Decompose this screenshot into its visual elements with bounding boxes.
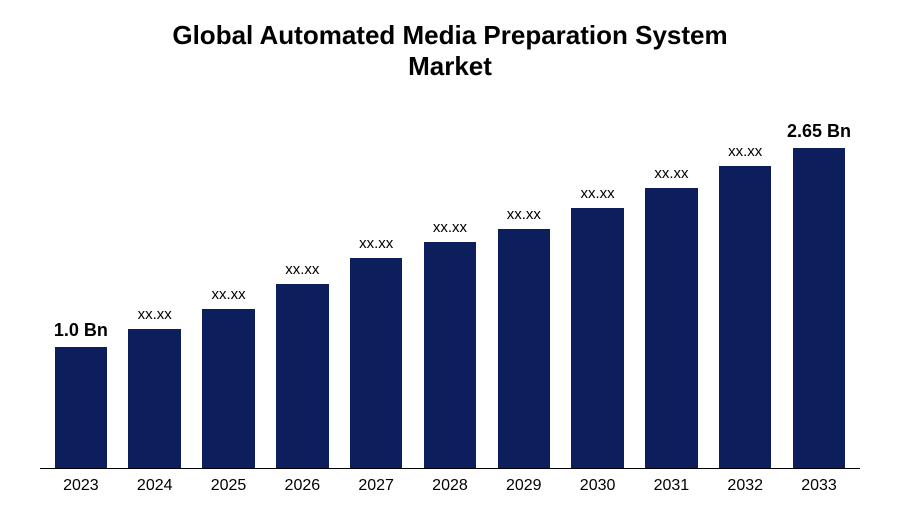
bar-group: xx.xx bbox=[345, 112, 407, 468]
bar-value-label: 2.65 Bn bbox=[787, 121, 851, 142]
title-line-1: Global Automated Media Preparation Syste… bbox=[40, 20, 860, 51]
bar-group: xx.xx bbox=[493, 112, 555, 468]
bar-group: xx.xx bbox=[714, 112, 776, 468]
x-axis-label: 2025 bbox=[198, 477, 260, 495]
x-axis-label: 2033 bbox=[788, 477, 850, 495]
bar-value-label: xx.xx bbox=[728, 143, 762, 160]
bar-group: xx.xx bbox=[419, 112, 481, 468]
bar-value-label: xx.xx bbox=[211, 286, 245, 303]
bar-group: xx.xx bbox=[641, 112, 703, 468]
bar bbox=[424, 242, 477, 468]
bar-group: xx.xx bbox=[567, 112, 629, 468]
bar bbox=[202, 309, 255, 468]
bar bbox=[498, 229, 551, 468]
bar-group: 2.65 Bn bbox=[788, 112, 850, 468]
bar-value-label: xx.xx bbox=[433, 219, 467, 236]
bar-value-label: xx.xx bbox=[507, 206, 541, 223]
x-axis-label: 2027 bbox=[345, 477, 407, 495]
bar-value-label: 1.0 Bn bbox=[54, 320, 108, 341]
bar-value-label: xx.xx bbox=[138, 306, 172, 323]
bar-value-label: xx.xx bbox=[359, 235, 393, 252]
x-axis-label: 2024 bbox=[124, 477, 186, 495]
bar bbox=[55, 347, 108, 468]
bar bbox=[571, 208, 624, 468]
x-axis-label: 2026 bbox=[271, 477, 333, 495]
bar bbox=[645, 188, 698, 468]
bar-group: xx.xx bbox=[198, 112, 260, 468]
x-axis-label: 2023 bbox=[50, 477, 112, 495]
x-axis-label: 2030 bbox=[567, 477, 629, 495]
x-axis-label: 2031 bbox=[641, 477, 703, 495]
chart-title: Global Automated Media Preparation Syste… bbox=[40, 20, 860, 82]
title-line-2: Market bbox=[40, 51, 860, 82]
x-axis-label: 2029 bbox=[493, 477, 555, 495]
bar bbox=[128, 329, 181, 468]
bar bbox=[350, 258, 403, 468]
x-axis-label: 2032 bbox=[714, 477, 776, 495]
bar bbox=[793, 148, 846, 468]
bar-group: xx.xx bbox=[124, 112, 186, 468]
x-axis-label: 2028 bbox=[419, 477, 481, 495]
plot-area: 1.0 Bn xx.xx xx.xx xx.xx xx.xx xx.xx xx.xx xx.x… bbox=[40, 112, 860, 469]
x-axis-labels: 2023 2024 2025 2026 2027 2028 2029 2030 2031 2032… bbox=[40, 469, 860, 495]
bar-value-label: xx.xx bbox=[654, 165, 688, 182]
bar-group: 1.0 Bn bbox=[50, 112, 112, 468]
chart-container: Global Automated Media Preparation Syste… bbox=[0, 0, 900, 525]
bar-group: xx.xx bbox=[271, 112, 333, 468]
bar bbox=[719, 166, 772, 468]
bar-value-label: xx.xx bbox=[285, 261, 319, 278]
bar bbox=[276, 284, 329, 468]
bar-value-label: xx.xx bbox=[581, 185, 615, 202]
